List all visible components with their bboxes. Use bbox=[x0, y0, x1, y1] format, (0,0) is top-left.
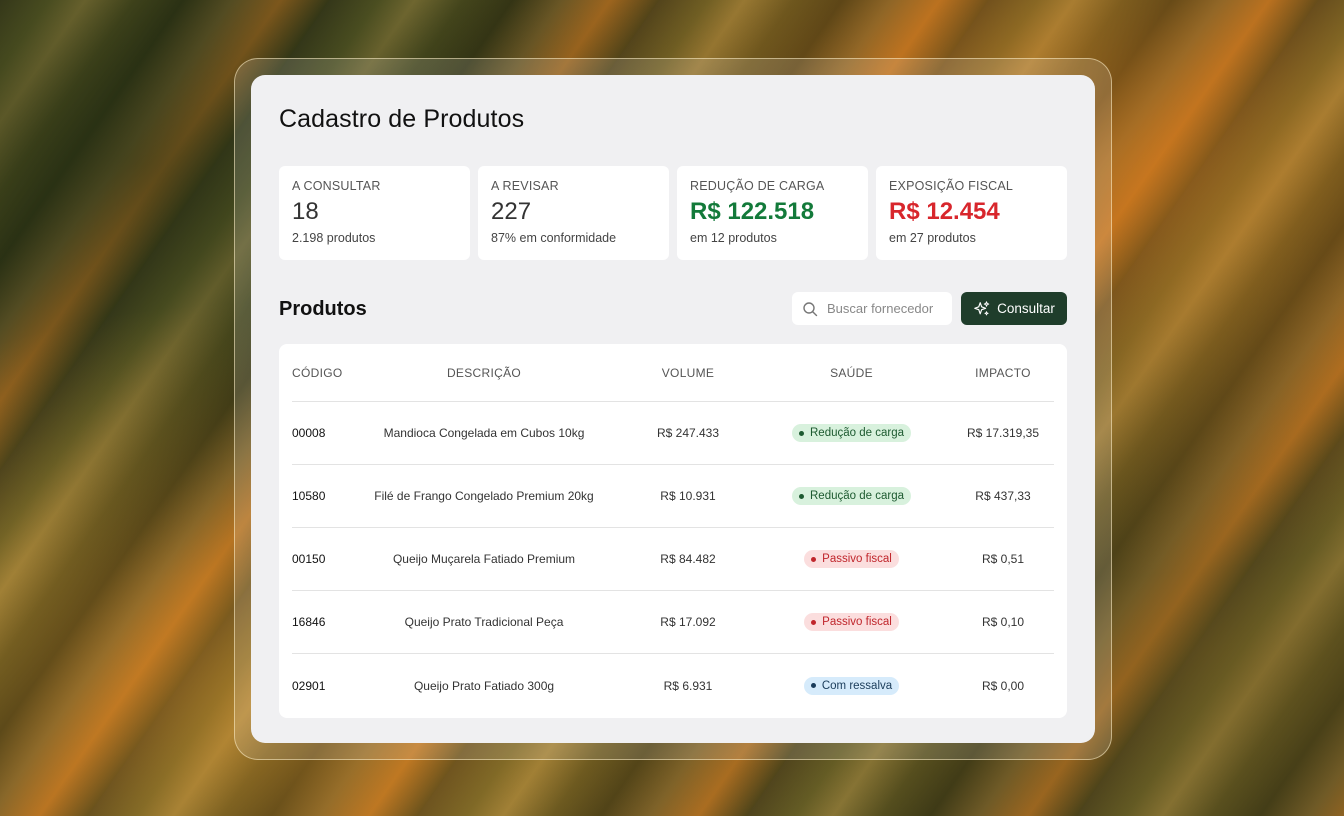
search-box[interactable] bbox=[792, 292, 952, 325]
cell-health: Passivo fiscal bbox=[763, 613, 940, 631]
cell-health: Redução de carga bbox=[763, 424, 940, 442]
table-row[interactable]: 16846 Queijo Prato Tradicional Peça R$ 1… bbox=[292, 591, 1054, 654]
table-header: CÓDIGO DESCRIÇÃO VOLUME SAÚDE IMPACTO bbox=[292, 344, 1054, 402]
cell-impact: R$ 0,00 bbox=[981, 678, 1025, 693]
cell-impact: R$ 0,51 bbox=[981, 552, 1025, 566]
status-badge: Com ressalva bbox=[803, 676, 900, 695]
card-label: EXPOSIÇÃO FISCAL bbox=[889, 179, 1014, 193]
cell-volume: R$ 84.482 bbox=[660, 552, 716, 566]
consultar-label: Consultar bbox=[997, 301, 1055, 316]
products-table: CÓDIGO DESCRIÇÃO VOLUME SAÚDE IMPACTO 00… bbox=[279, 344, 1067, 718]
cell-impact: R$ 17.319,35 bbox=[966, 426, 1040, 440]
table-row[interactable]: 00008 Mandioca Congelada em Cubos 10kg R… bbox=[292, 402, 1054, 465]
cell-volume: R$ 247.433 bbox=[656, 426, 720, 440]
sparkle-icon bbox=[974, 300, 990, 315]
cell-impact: R$ 0,10 bbox=[981, 615, 1025, 629]
search-input[interactable] bbox=[827, 301, 947, 316]
card-subtext: 2.198 produtos bbox=[292, 231, 376, 245]
card-a-consultar: A CONSULTAR 18 2.198 produtos bbox=[279, 166, 470, 260]
status-badge: Passivo fiscal bbox=[804, 613, 899, 631]
status-badge-label: Passivo fiscal bbox=[822, 616, 892, 628]
card-exposicao-fiscal: EXPOSIÇÃO FISCAL R$ 12.454 em 27 produto… bbox=[876, 166, 1067, 260]
consultar-button[interactable]: Consultar bbox=[961, 292, 1067, 325]
status-badge-label: Com ressalva bbox=[821, 679, 893, 692]
cell-description: Queijo Muçarela Fatiado Premium bbox=[392, 552, 576, 566]
search-icon bbox=[803, 301, 818, 316]
card-subtext: em 12 produtos bbox=[690, 231, 777, 245]
cell-volume: R$ 6.931 bbox=[663, 678, 713, 693]
cell-health: Redução de carga bbox=[763, 487, 940, 505]
status-badge-label: Redução de carga bbox=[810, 427, 904, 439]
card-subtext: 87% em conformidade bbox=[491, 231, 617, 245]
status-badge: Passivo fiscal bbox=[804, 550, 899, 568]
status-dot-icon bbox=[811, 556, 817, 562]
card-a-revisar: A REVISAR 227 87% em conformidade bbox=[478, 166, 669, 260]
table-row[interactable]: 02901 Queijo Prato Fatiado 300g R$ 6.931… bbox=[292, 654, 1054, 717]
cell-health: Com ressalva bbox=[763, 676, 940, 695]
status-dot-icon bbox=[799, 430, 804, 436]
header-saude[interactable]: SAÚDE bbox=[830, 365, 873, 380]
cell-description: Queijo Prato Fatiado 300g bbox=[413, 678, 555, 693]
card-label: A CONSULTAR bbox=[292, 179, 381, 193]
card-value: 18 bbox=[292, 198, 319, 225]
cell-code: 02901 bbox=[292, 678, 326, 693]
cell-description: Mandioca Congelada em Cubos 10kg bbox=[383, 426, 585, 440]
cell-description: Queijo Prato Tradicional Peça bbox=[404, 615, 564, 629]
status-dot-icon bbox=[811, 619, 817, 625]
page-title: Cadastro de Produtos bbox=[279, 105, 525, 133]
cell-code: 16846 bbox=[292, 615, 326, 629]
status-dot-icon bbox=[799, 493, 804, 499]
card-value: R$ 122.518 bbox=[690, 198, 815, 225]
status-dot-icon bbox=[810, 683, 816, 688]
cell-volume: R$ 17.092 bbox=[660, 615, 716, 629]
main-panel: Cadastro de Produtos A CONSULTAR 18 2.19… bbox=[251, 75, 1095, 743]
status-badge: Redução de carga bbox=[792, 487, 911, 505]
status-badge-label: Passivo fiscal bbox=[822, 553, 892, 565]
header-volume[interactable]: VOLUME bbox=[661, 365, 715, 380]
card-value: 227 bbox=[491, 198, 532, 225]
header-codigo[interactable]: CÓDIGO bbox=[292, 365, 343, 380]
cell-volume: R$ 10.931 bbox=[660, 489, 716, 503]
card-value: R$ 12.454 bbox=[889, 198, 1000, 225]
header-impacto[interactable]: IMPACTO bbox=[975, 365, 1031, 380]
status-badge-label: Redução de carga bbox=[810, 490, 904, 502]
cell-code: 00150 bbox=[292, 552, 326, 566]
card-label: A REVISAR bbox=[491, 179, 559, 193]
card-subtext: em 27 produtos bbox=[889, 231, 976, 245]
card-reducao-de-carga: REDUÇÃO DE CARGA R$ 122.518 em 12 produt… bbox=[677, 166, 868, 260]
cell-impact: R$ 437,33 bbox=[975, 489, 1031, 503]
summary-cards: A CONSULTAR 18 2.198 produtos A REVISAR … bbox=[279, 166, 1067, 260]
table-row[interactable]: 00150 Queijo Muçarela Fatiado Premium R$… bbox=[292, 528, 1054, 591]
header-descricao[interactable]: DESCRIÇÃO bbox=[446, 365, 522, 380]
section-title: Produtos bbox=[279, 298, 367, 320]
cell-health: Passivo fiscal bbox=[763, 550, 940, 568]
status-badge: Redução de carga bbox=[792, 424, 911, 442]
cell-description: Filé de Frango Congelado Premium 20kg bbox=[374, 489, 594, 503]
cell-code: 00008 bbox=[292, 426, 326, 440]
table-row[interactable]: 10580 Filé de Frango Congelado Premium 2… bbox=[292, 465, 1054, 528]
card-label: REDUÇÃO DE CARGA bbox=[690, 179, 825, 193]
cell-code: 10580 bbox=[292, 489, 326, 503]
